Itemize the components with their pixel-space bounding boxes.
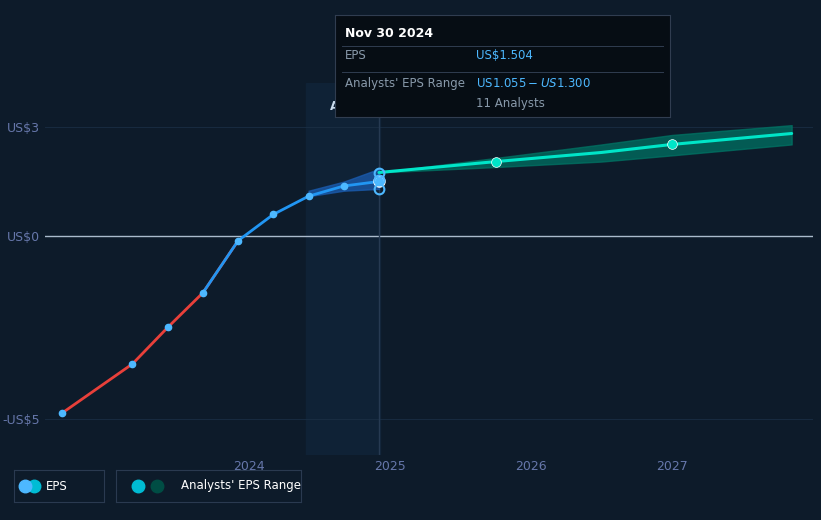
Text: EPS: EPS [45, 479, 67, 492]
Text: Nov 30 2024: Nov 30 2024 [345, 27, 433, 40]
Text: Analysts Forecasts: Analysts Forecasts [386, 100, 496, 113]
Text: US$1.504: US$1.504 [475, 49, 533, 62]
Text: Actual: Actual [330, 100, 372, 113]
Text: Analysts' EPS Range: Analysts' EPS Range [345, 77, 465, 90]
Text: Analysts' EPS Range: Analysts' EPS Range [181, 479, 300, 492]
Text: 11 Analysts: 11 Analysts [475, 97, 544, 110]
Bar [305, 83, 380, 455]
Text: US$1.055 - US$1.300: US$1.055 - US$1.300 [475, 77, 590, 90]
Text: EPS: EPS [345, 49, 367, 62]
